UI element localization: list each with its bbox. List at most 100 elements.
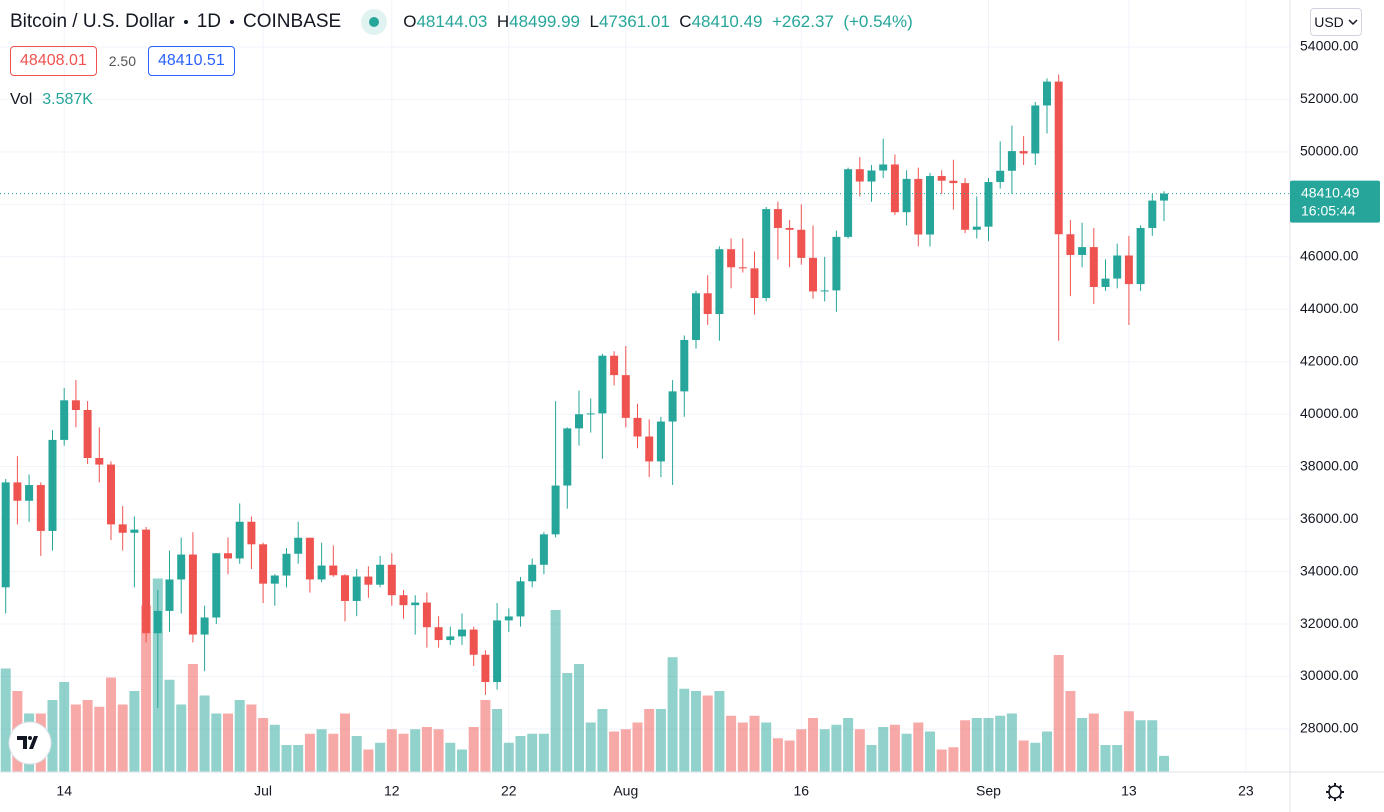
volume-bar: [269, 724, 280, 772]
volume-bar: [527, 733, 538, 772]
currency-button[interactable]: USD: [1310, 8, 1362, 36]
candle-body: [879, 164, 888, 171]
volume-bar: [164, 679, 175, 772]
ohlc: O48144.03 H48499.99 L47361.01 C48410.49 …: [403, 12, 913, 32]
vol-value: 3.587K: [42, 91, 93, 108]
candle-body: [411, 602, 420, 606]
y-tick-label: 28000.00: [1300, 720, 1359, 736]
volume-bar: [492, 709, 503, 772]
candle-body: [107, 464, 115, 525]
ask[interactable]: 48410.51: [147, 46, 235, 76]
candle-body: [656, 421, 665, 462]
y-tick-label: 32000.00: [1300, 615, 1359, 631]
candle-body: [633, 417, 642, 437]
volume-bar: [854, 729, 865, 772]
symbol: Bitcoin / U.S. Dollar: [10, 11, 175, 32]
candle-body: [1031, 105, 1040, 154]
volume-bar: [585, 722, 596, 772]
candle-body: [528, 564, 537, 582]
volume-bar: [714, 691, 725, 772]
volume-bar: [901, 733, 912, 772]
volume-bar: [1065, 691, 1076, 772]
candle-body: [715, 249, 724, 314]
volume-bar: [503, 742, 514, 772]
candle-body: [71, 400, 80, 411]
volume-bar: [47, 700, 58, 772]
candle-body: [1148, 200, 1157, 228]
volume-bar: [59, 682, 70, 772]
candle-body: [692, 293, 700, 340]
x-tick-label: Sep: [976, 783, 1001, 799]
volume-bar: [106, 677, 116, 772]
candle-body: [972, 226, 981, 230]
volume-bar: [304, 733, 315, 772]
volume-bar: [796, 729, 807, 772]
volume-bar: [199, 695, 210, 772]
chevron: [1348, 19, 1358, 26]
candle-body: [598, 355, 607, 414]
candle-body: [1043, 81, 1051, 106]
candle-body: [703, 293, 712, 314]
market-status[interactable]: [361, 9, 388, 35]
volume-bar: [913, 722, 924, 772]
volume-bar: [936, 749, 947, 772]
candle-body: [469, 629, 478, 655]
candle-body: [36, 485, 45, 531]
volume-bar: [597, 709, 608, 772]
candle-body: [1101, 278, 1110, 287]
volume-bar: [784, 740, 795, 772]
candle-body: [387, 564, 396, 596]
settings-button[interactable]: [1326, 783, 1344, 801]
volume-bar: [878, 727, 889, 772]
volume-bar: [1112, 745, 1123, 772]
volume-bar: [609, 731, 620, 772]
candle-body: [270, 575, 279, 584]
candle-body: [1113, 255, 1122, 279]
candle-body: [1160, 193, 1168, 201]
volume-bar: [211, 713, 222, 772]
volume-bar: [644, 709, 655, 772]
exchange: COINBASE: [243, 11, 342, 32]
change-pct: (+0.54%): [843, 12, 913, 31]
candle-body: [142, 529, 151, 634]
candle-body: [855, 169, 864, 182]
volume-bar: [925, 731, 935, 772]
y-tick-label: 46000.00: [1300, 248, 1359, 264]
candle-body: [294, 537, 303, 554]
candle-body: [95, 458, 104, 465]
candle-body: [1019, 151, 1028, 154]
h-label: H: [496, 12, 510, 31]
candle-body: [1, 482, 10, 588]
volume-bar: [70, 704, 81, 772]
candle-body: [773, 209, 782, 228]
volume-bar: [1100, 745, 1111, 772]
volume-bar: [702, 695, 713, 772]
candle-body: [317, 565, 326, 580]
y-tick-label: 42000.00: [1300, 352, 1359, 368]
interval: 1D: [196, 11, 222, 32]
countdown: 16:05:44: [1301, 202, 1356, 218]
o-label: O: [403, 12, 417, 31]
candle-body: [48, 439, 57, 531]
candle-body: [727, 249, 736, 268]
candle-body: [188, 554, 197, 635]
volume-bar: [375, 742, 386, 772]
volume-bar: [1006, 713, 1017, 772]
candle-body: [422, 602, 431, 628]
volume-bar: [1159, 755, 1169, 772]
candle-body: [153, 610, 162, 634]
candle-body: [949, 180, 958, 184]
y-tick-label: 54000.00: [1300, 38, 1359, 54]
candle-body: [668, 391, 677, 422]
volume-bar: [749, 715, 760, 772]
candle-body: [914, 178, 923, 235]
bid[interactable]: 48408.01: [10, 46, 97, 76]
volume-bar: [246, 704, 257, 772]
volume-bar: [808, 718, 818, 772]
candle-body: [177, 554, 186, 580]
candle-body: [809, 257, 817, 292]
candle-body: [1124, 255, 1133, 285]
candle-body: [1054, 81, 1063, 235]
candle-body: [984, 182, 993, 227]
candle-body: [165, 579, 174, 611]
